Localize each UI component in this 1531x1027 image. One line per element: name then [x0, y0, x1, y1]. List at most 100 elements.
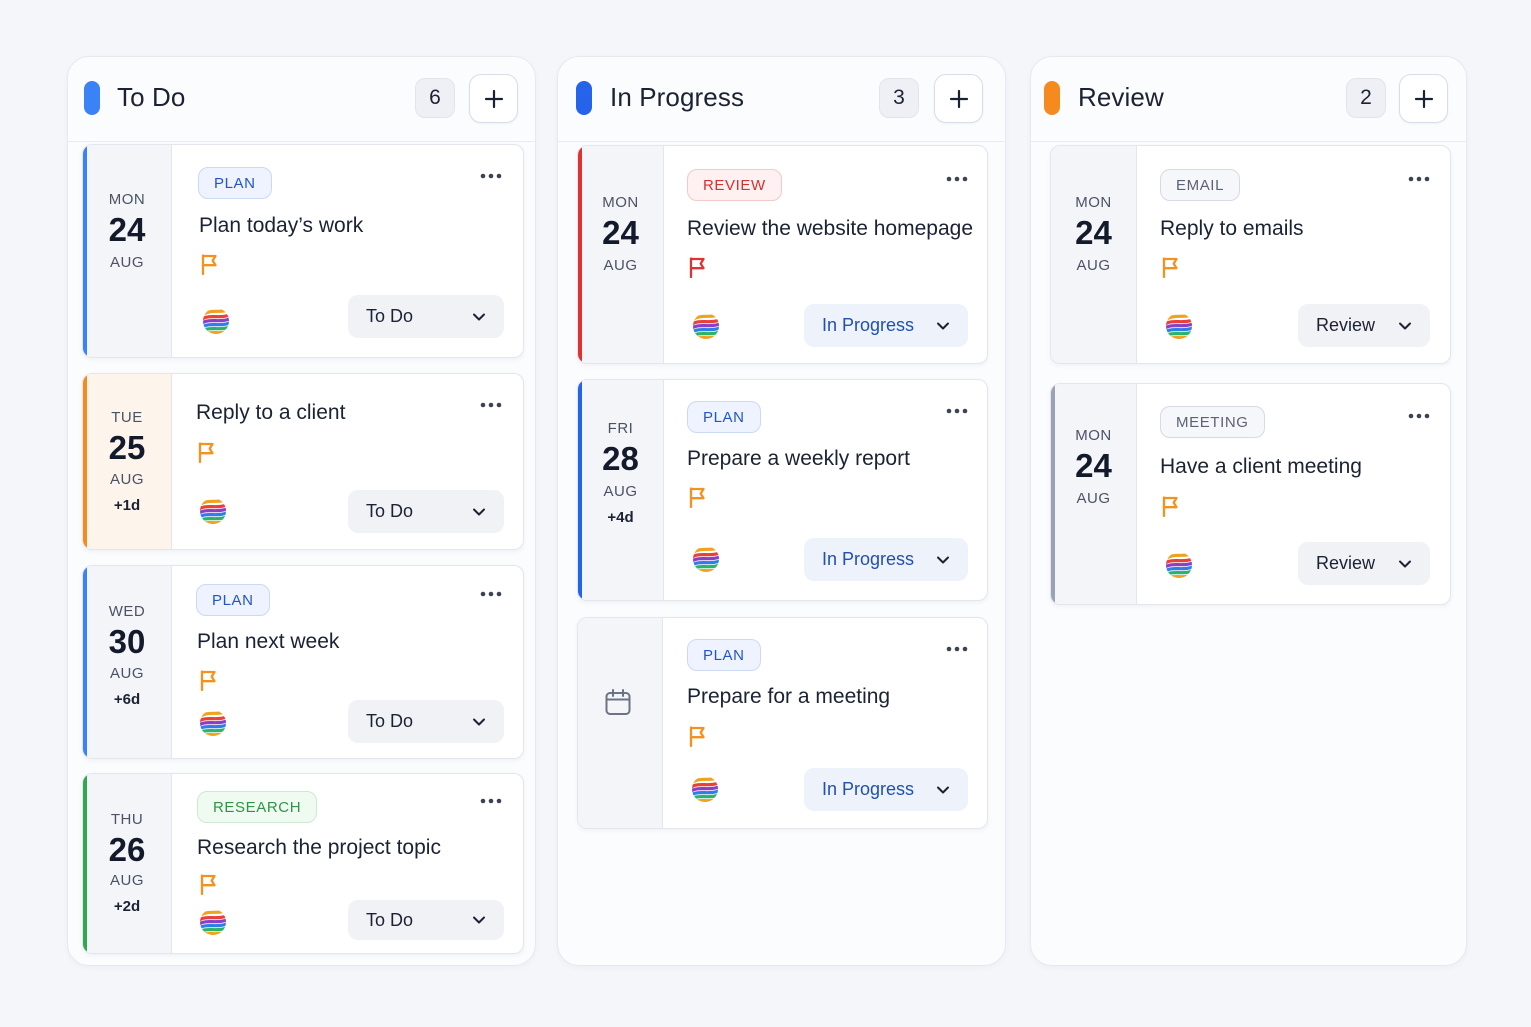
due-day: 24 — [1075, 447, 1112, 484]
due-weekday: WED — [108, 603, 146, 620]
status-dropdown[interactable]: To Do — [348, 295, 504, 338]
flag-icon[interactable] — [1159, 494, 1183, 518]
column-header: To Do 6 — [68, 57, 535, 142]
task-title: Have a client meeting — [1160, 455, 1362, 478]
task-card[interactable]: THU 26 AUG +2d RESEARCH Research the pro… — [82, 773, 524, 954]
due-date: MON 24 AUG — [83, 145, 172, 357]
card-accent-bar — [578, 146, 582, 363]
chevron-down-icon — [1398, 319, 1412, 333]
column-title: To Do — [117, 82, 186, 112]
status-label: Review — [1316, 553, 1376, 573]
column-title: In Progress — [610, 82, 745, 112]
status-dropdown[interactable]: Review — [1298, 542, 1430, 585]
status-label: In Progress — [822, 549, 915, 569]
flag-icon[interactable] — [1159, 255, 1183, 279]
category-tag: RESEARCH — [197, 791, 318, 823]
add-task-button[interactable] — [934, 74, 983, 123]
column-title: Review — [1078, 82, 1164, 112]
task-title: Prepare for a meeting — [687, 685, 891, 708]
due-weekday: TUE — [111, 409, 143, 426]
flag-icon[interactable] — [686, 724, 710, 748]
due-month: AUG — [109, 254, 144, 271]
more-options-icon[interactable] — [1407, 412, 1431, 420]
task-card[interactable]: MON 24 AUG MEETING Have a client meeting… — [1050, 383, 1451, 605]
due-date — [578, 618, 663, 828]
flag-icon[interactable] — [197, 668, 221, 692]
task-card[interactable]: WED 30 AUG +6d PLAN Plan next week To Do — [82, 565, 524, 759]
flag-icon[interactable] — [686, 255, 710, 279]
more-options-icon[interactable] — [479, 797, 503, 805]
flag-icon[interactable] — [198, 252, 222, 276]
calendar-icon[interactable] — [603, 687, 633, 717]
status-dropdown[interactable]: In Progress — [804, 304, 968, 347]
status-dropdown[interactable]: Review — [1298, 304, 1430, 347]
more-options-icon[interactable] — [945, 407, 969, 415]
more-options-icon[interactable] — [479, 590, 503, 598]
chevron-down-icon — [472, 505, 486, 519]
chevron-down-icon — [472, 715, 486, 729]
due-relative: +2d — [113, 898, 141, 915]
task-card[interactable]: TUE 25 AUG +1d Reply to a client To Do — [82, 373, 524, 550]
category-tag: PLAN — [198, 167, 272, 199]
more-options-icon[interactable] — [1407, 175, 1431, 183]
status-dropdown[interactable]: To Do — [348, 900, 504, 940]
due-day: 24 — [1075, 214, 1112, 251]
status-label: To Do — [366, 306, 414, 326]
due-weekday: MON — [108, 191, 146, 208]
avatar — [690, 774, 720, 804]
task-card[interactable]: MON 24 AUG PLAN Plan today’s work To Do — [82, 144, 524, 358]
due-month: AUG — [109, 872, 144, 889]
due-date: WED 30 AUG +6d — [83, 566, 172, 758]
task-title: Plan today’s work — [199, 214, 364, 237]
status-dropdown[interactable]: To Do — [348, 490, 504, 533]
card-accent-bar — [1051, 384, 1055, 604]
plus-icon — [947, 87, 971, 111]
due-month: AUG — [603, 483, 638, 500]
due-day: 25 — [108, 429, 146, 466]
category-tag: EMAIL — [1160, 169, 1241, 201]
due-date: FRI 28 AUG +4d — [578, 380, 664, 600]
flag-icon[interactable] — [195, 440, 219, 464]
category-tag: PLAN — [687, 401, 761, 433]
category-tag: REVIEW — [687, 169, 782, 201]
column-task-count: 6 — [415, 78, 455, 118]
column-in-progress: In Progress 3 MON 24 AUG REVIEW Review t… — [557, 56, 1006, 966]
task-title: Reply to emails — [1160, 217, 1304, 240]
avatar — [198, 496, 228, 526]
category-tag: MEETING — [1160, 406, 1265, 438]
task-card[interactable]: FRI 28 AUG +4d PLAN Prepare a weekly rep… — [577, 379, 988, 601]
due-month: AUG — [603, 257, 638, 274]
column-color-pill — [84, 81, 100, 115]
chevron-down-icon — [472, 310, 486, 324]
status-dropdown[interactable]: To Do — [348, 700, 504, 743]
task-card[interactable]: MON 24 AUG REVIEW Review the website hom… — [577, 145, 988, 364]
category-tag: PLAN — [687, 639, 761, 671]
flag-icon[interactable] — [686, 485, 710, 509]
more-options-icon[interactable] — [945, 175, 969, 183]
avatar — [198, 907, 228, 937]
more-options-icon[interactable] — [479, 172, 503, 180]
task-title: Plan next week — [197, 630, 340, 653]
flag-icon[interactable] — [197, 872, 221, 896]
avatar — [198, 708, 228, 738]
add-task-button[interactable] — [1399, 74, 1448, 123]
avatar — [1164, 311, 1194, 341]
due-day: 24 — [602, 214, 639, 251]
status-dropdown[interactable]: In Progress — [804, 538, 968, 581]
due-date: MON 24 AUG — [1051, 146, 1137, 363]
chevron-down-icon — [936, 319, 950, 333]
due-relative: +4d — [607, 509, 634, 526]
due-relative: +1d — [113, 497, 141, 514]
avatar — [691, 544, 721, 574]
more-options-icon[interactable] — [945, 645, 969, 653]
due-weekday: MON — [602, 194, 639, 211]
task-card[interactable]: MON 24 AUG EMAIL Reply to emails Review — [1050, 145, 1451, 364]
status-dropdown[interactable]: In Progress — [804, 768, 968, 811]
more-options-icon[interactable] — [479, 401, 503, 409]
avatar — [201, 306, 231, 336]
column-task-count: 2 — [1346, 78, 1386, 118]
task-card[interactable]: PLAN Prepare for a meeting In Progress — [577, 617, 988, 829]
column-color-pill — [576, 81, 592, 115]
add-task-button[interactable] — [469, 74, 518, 123]
